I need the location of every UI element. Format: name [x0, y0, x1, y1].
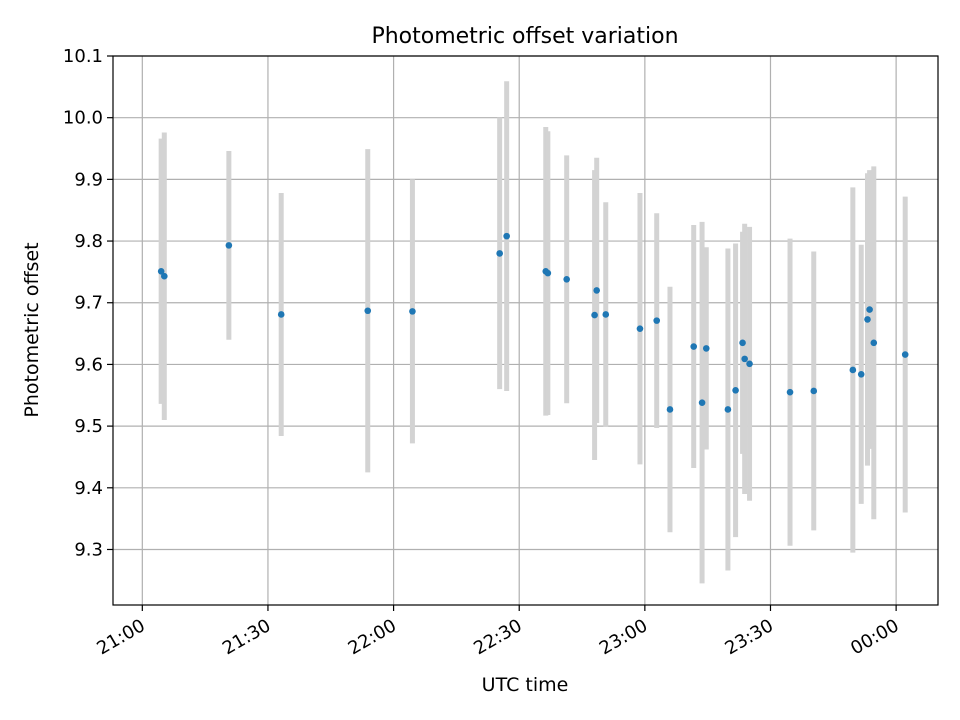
data-point: [739, 339, 746, 347]
data-point: [364, 307, 372, 315]
data-point: [602, 311, 610, 318]
data-point: [563, 276, 570, 283]
data-point: [409, 308, 416, 315]
data-point: [724, 406, 732, 413]
data-points: [157, 232, 909, 413]
data-point: [636, 325, 644, 332]
data-point: [225, 242, 233, 249]
y-axis-label: Photometric offset: [21, 242, 43, 417]
y-tick-label: 9.7: [74, 293, 103, 314]
data-point: [666, 406, 674, 413]
data-point: [690, 343, 698, 350]
data-point: [277, 311, 285, 318]
y-tick-label: 9.3: [74, 539, 103, 560]
data-point: [786, 388, 794, 396]
data-point: [544, 269, 552, 277]
data-point: [593, 287, 600, 294]
data-point: [741, 355, 748, 363]
x-axis-label: UTC time: [482, 674, 569, 696]
data-point: [157, 267, 165, 275]
data-point: [702, 345, 710, 352]
data-point: [746, 360, 753, 368]
plot-frame: [112, 55, 939, 606]
data-point: [901, 351, 909, 358]
y-tick-label: 9.8: [74, 231, 103, 252]
data-point: [864, 316, 871, 323]
y-tick-label: 10.1: [63, 46, 103, 67]
data-point: [732, 387, 739, 394]
data-point: [870, 339, 878, 347]
y-tick-label: 9.9: [74, 169, 103, 190]
data-point: [653, 317, 661, 324]
grid: [113, 55, 938, 605]
y-tick-label: 9.6: [74, 354, 103, 375]
y-tick-label: 9.5: [74, 416, 103, 437]
data-point: [496, 250, 503, 257]
data-point: [161, 272, 168, 280]
y-tick-label: 10.0: [63, 108, 103, 129]
data-point: [866, 306, 873, 313]
data-point: [810, 387, 818, 395]
data-point: [849, 366, 857, 374]
data-point: [857, 370, 865, 378]
data-point: [698, 399, 706, 406]
y-tick-label: 9.4: [74, 478, 103, 499]
chart-title: Photometric offset variation: [371, 24, 678, 49]
data-point: [591, 311, 598, 319]
data-point: [503, 232, 510, 240]
